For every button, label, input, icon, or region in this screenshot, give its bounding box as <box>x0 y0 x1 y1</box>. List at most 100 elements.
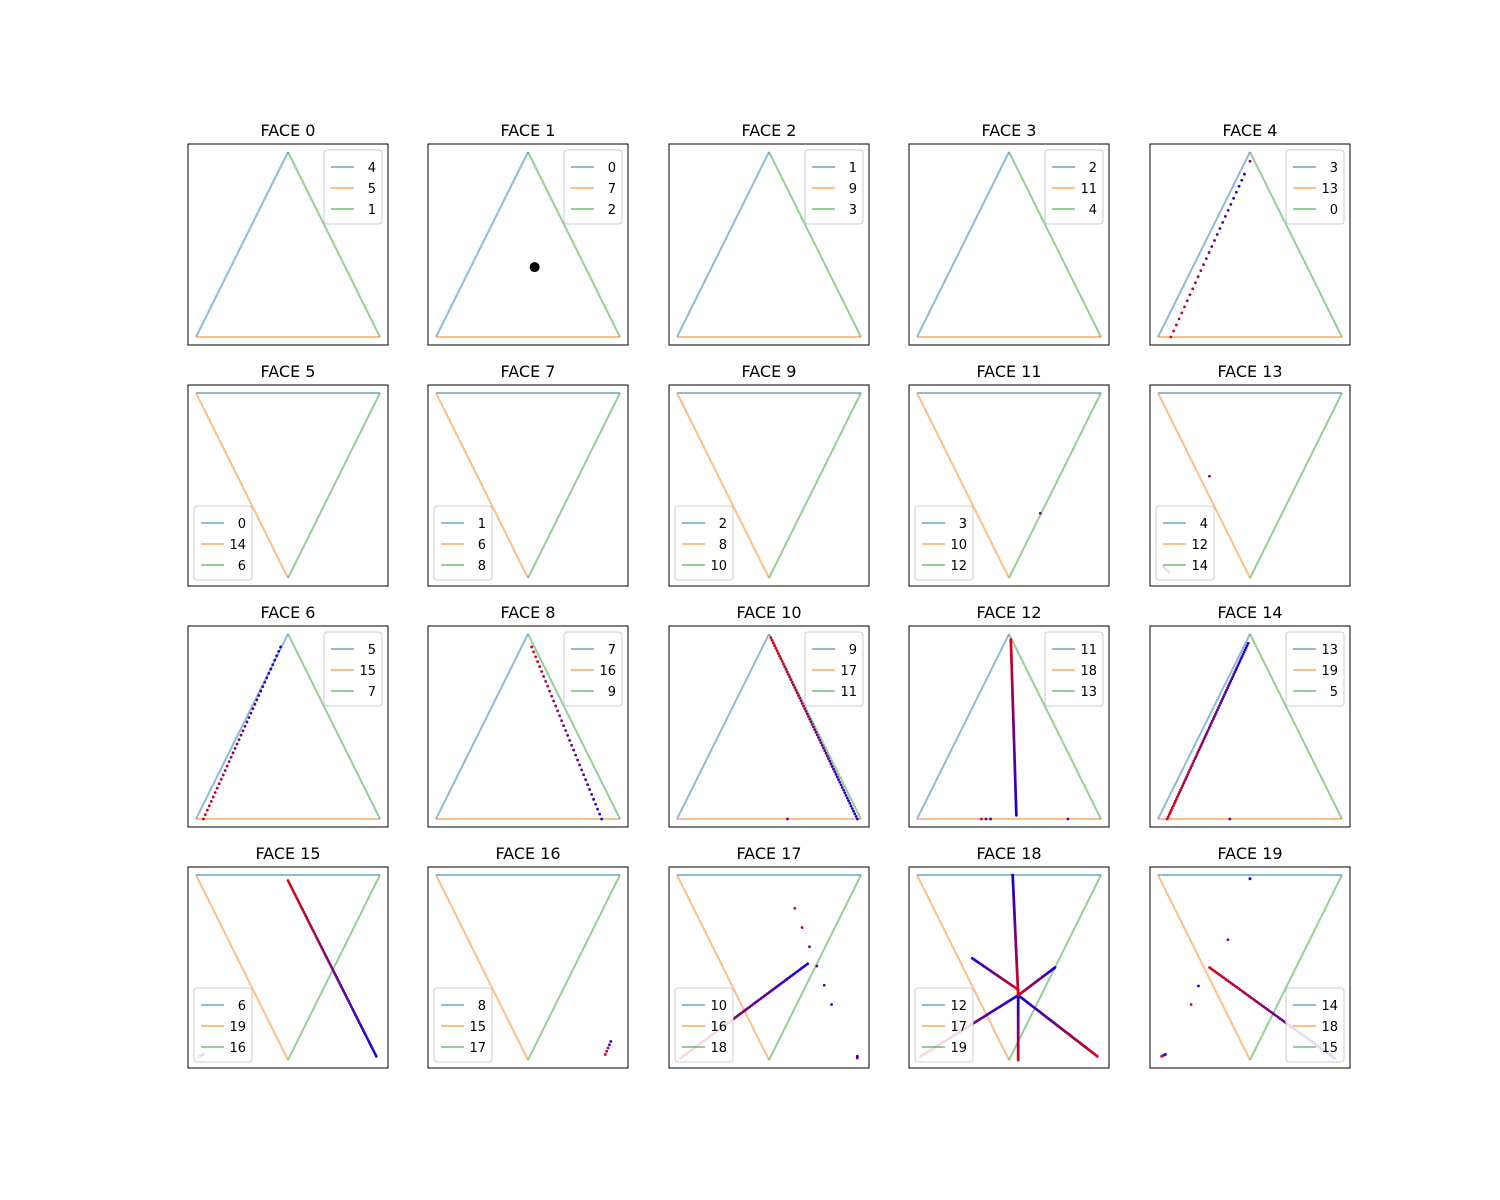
path-point <box>1239 657 1243 661</box>
triangle-edge-14 <box>195 392 289 579</box>
triangle-edge-18 <box>768 874 862 1061</box>
path-point <box>1173 799 1177 803</box>
legend-label: 10 <box>950 538 967 553</box>
legend-label: 13 <box>1321 182 1338 197</box>
path-point <box>1172 802 1176 805</box>
legend-label: 15 <box>469 1020 486 1035</box>
path-point <box>1172 329 1176 333</box>
legend-label: 4 <box>368 161 376 176</box>
path-point <box>1237 184 1241 188</box>
legend: 2 8 10 <box>674 505 734 581</box>
path-point <box>1197 748 1201 752</box>
legend-label: 1 <box>849 161 857 176</box>
path-point <box>829 762 833 766</box>
path-point <box>584 778 588 782</box>
legend-label: 12 <box>950 999 967 1014</box>
path-point <box>592 797 596 801</box>
path-point <box>558 714 562 718</box>
panel-title: FACE 9 <box>742 362 797 381</box>
path-point <box>774 646 778 650</box>
path-point <box>265 676 269 680</box>
path-point <box>802 704 805 708</box>
path-point <box>812 725 815 729</box>
panel-title: FACE 4 <box>1223 121 1278 140</box>
path-point <box>550 694 554 698</box>
path-point <box>1220 699 1223 703</box>
triangle-edge-18 <box>1157 874 1251 1061</box>
path-point <box>1175 797 1178 801</box>
path-point <box>263 680 267 684</box>
path-point <box>820 744 824 747</box>
path-point <box>842 788 845 792</box>
path-point <box>534 655 538 659</box>
legend: 13 19 5 <box>1285 631 1345 707</box>
path-point <box>1207 251 1211 254</box>
path-point <box>833 770 837 774</box>
face-panel: FACE 9 2 8 10 <box>668 362 870 587</box>
path-point <box>1182 782 1185 785</box>
legend-label: 4 <box>1200 517 1208 532</box>
path-point <box>815 733 819 737</box>
path-point <box>822 746 825 750</box>
path-point <box>805 712 809 716</box>
legend-label: 13 <box>1080 685 1097 700</box>
path-point <box>233 747 237 750</box>
legend-label: 17 <box>950 1020 967 1035</box>
triangle-edge-16 <box>676 874 770 1061</box>
path-point <box>271 663 275 666</box>
path-point <box>1225 688 1229 692</box>
face-panel: FACE 16 8 15 17 <box>427 844 629 1069</box>
path-point <box>603 1053 607 1056</box>
path-point <box>830 1003 833 1006</box>
path-point <box>277 649 281 653</box>
path-point <box>1231 675 1235 679</box>
path-point <box>1196 275 1200 279</box>
triangle-edge-4 <box>1008 151 1102 338</box>
triangle-edge-12 <box>1008 392 1102 579</box>
triangle-edge-4 <box>195 151 289 338</box>
path-point <box>1233 670 1237 674</box>
face-panel: FACE 3 2 11 4 <box>908 121 1110 346</box>
panel-title: FACE 1 <box>501 121 556 140</box>
path-point <box>237 738 241 741</box>
path-point <box>1193 757 1197 761</box>
path-point <box>201 817 205 821</box>
legend-label: 18 <box>1080 664 1097 679</box>
path-point <box>814 730 818 734</box>
axes-frame <box>427 384 629 587</box>
legend-label: 12 <box>1191 538 1208 553</box>
path-point <box>827 757 830 760</box>
path-point <box>217 782 221 786</box>
face-panel: FACE 1 0 7 2 <box>427 121 629 346</box>
path-point <box>1223 215 1227 218</box>
path-point <box>600 817 603 821</box>
path-point <box>582 773 586 777</box>
axes-frame <box>427 866 629 1069</box>
path-point <box>1208 474 1211 478</box>
path-point <box>790 680 794 684</box>
path-point <box>253 702 257 706</box>
legend-label: 3 <box>849 203 857 218</box>
legend-label: 10 <box>710 559 727 574</box>
triangle-edge-0 <box>435 151 529 338</box>
legend-label: 11 <box>1080 643 1097 658</box>
legend-label: 14 <box>229 538 246 553</box>
legend-label: 5 <box>368 643 376 658</box>
legend-label: 19 <box>229 1020 246 1035</box>
triangle-edge-17 <box>916 874 1010 1061</box>
path-point <box>1197 984 1200 988</box>
path-point <box>235 742 239 746</box>
path-point <box>850 807 854 810</box>
path-point <box>1166 815 1170 819</box>
path-point <box>1228 681 1232 685</box>
face-panel: FACE 8 7 16 9 <box>427 603 629 828</box>
face-panel: FACE 5 0 14 6 <box>187 362 389 587</box>
panel-title: FACE 0 <box>261 121 316 140</box>
path-point <box>576 758 580 762</box>
triangle-edge-15 <box>1249 874 1343 1061</box>
path-point <box>1194 755 1198 759</box>
path-point <box>1190 764 1194 768</box>
legend-label: 0 <box>238 517 246 532</box>
path-point <box>273 658 277 662</box>
